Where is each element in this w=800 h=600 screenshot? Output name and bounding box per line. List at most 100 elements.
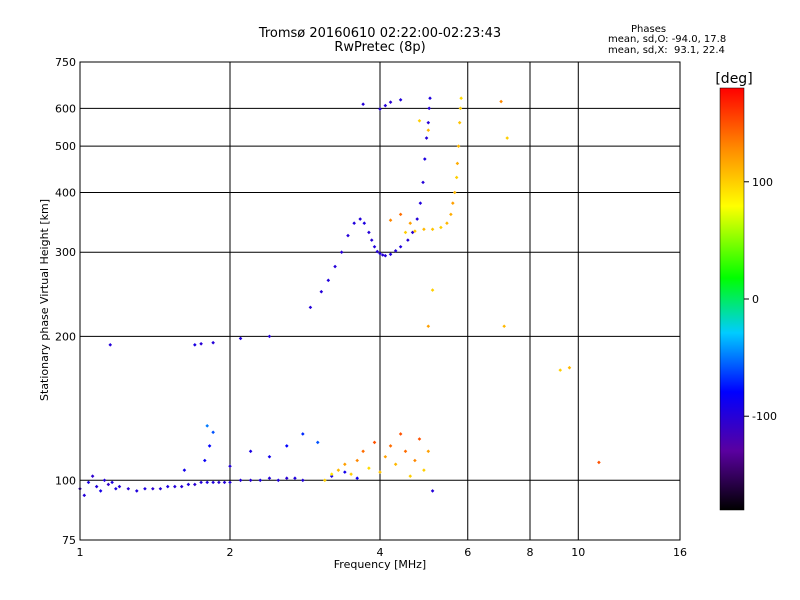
data-point-x [388, 444, 393, 448]
data-point-o [248, 478, 253, 483]
data-point-o [199, 341, 203, 346]
data-point-o [86, 480, 91, 485]
data-point-o [358, 217, 362, 221]
data-point-o [276, 478, 281, 483]
data-point-x [502, 324, 506, 329]
data-point-o [151, 486, 155, 491]
colorbar-tick-label: -100 [752, 410, 777, 423]
data-point-x [426, 128, 431, 132]
y-tick-label: 400 [55, 186, 76, 199]
data-point-x [355, 458, 359, 463]
data-point-x [336, 468, 341, 472]
colorbar-tick-label: 100 [752, 176, 773, 189]
data-point-o [228, 480, 232, 485]
chart-title: Tromsø 20160610 02:22:00-02:23:43 [258, 26, 502, 41]
y-tick-label: 300 [55, 246, 76, 259]
data-point-o [415, 217, 419, 221]
data-point-o [114, 486, 118, 491]
data-point-o [398, 98, 403, 102]
data-point-x [329, 472, 334, 476]
data-point-x [361, 449, 365, 454]
data-point-o [94, 484, 99, 489]
x-tick-label: 2 [227, 546, 234, 559]
data-point-o [82, 493, 87, 498]
data-point-o [406, 238, 410, 242]
data-point-o [393, 249, 398, 253]
data-point-o [193, 343, 197, 347]
data-point-o [134, 489, 139, 493]
data-point-o [352, 221, 356, 226]
data-point-o [205, 480, 209, 485]
data-point-o [228, 464, 232, 469]
data-point-o [398, 244, 403, 249]
data-point-x [367, 466, 371, 470]
data-point-x [403, 449, 408, 454]
data-point-o [211, 340, 215, 345]
data-point-o [428, 96, 432, 100]
data-point-o [383, 253, 388, 258]
data-point-o [326, 278, 331, 283]
data-point-o [388, 252, 393, 257]
x-tick-label: 10 [571, 546, 585, 559]
phases-o-stats: mean, sd,O: -94.0, 17.8 [608, 34, 727, 45]
data-point-x [393, 462, 398, 467]
data-point-o [333, 264, 337, 269]
colorbar-ticks: 100 0 -100 [744, 176, 777, 423]
data-point-o [380, 253, 385, 257]
data-point-x [439, 225, 443, 230]
data-point-o [238, 478, 243, 483]
data-point-x [505, 136, 509, 140]
data-point-o [346, 233, 350, 238]
data-point-x [499, 99, 503, 104]
data-point-x [449, 212, 453, 217]
data-point-o [430, 489, 435, 493]
x-tick-label: 1 [77, 546, 84, 559]
data-point-o [165, 484, 170, 489]
data-point-o [372, 244, 377, 249]
data-point-o [110, 480, 114, 485]
phases-x-stats: mean, sd,X: 93.1, 22.4 [608, 45, 725, 56]
plot-frame [79, 61, 681, 541]
data-point-x [403, 230, 408, 235]
data-point-x [558, 368, 563, 372]
data-point-o [117, 484, 122, 489]
data-point-o [301, 432, 305, 436]
data-point-o [211, 480, 215, 485]
data-point-o [173, 484, 177, 489]
data-point-o [301, 478, 305, 483]
data-point-x [452, 190, 457, 195]
data-point-o [222, 480, 227, 485]
data-point-x [417, 119, 422, 123]
data-point-o [361, 102, 365, 107]
data-point-o [205, 424, 209, 428]
data-point-o [158, 486, 163, 491]
x-axis-label: Frequency [MHz] [334, 558, 426, 571]
data-point-x [349, 472, 353, 476]
data-point-o [126, 486, 131, 491]
data-point-o [106, 482, 111, 487]
data-point-o [267, 476, 272, 481]
data-point-o [98, 489, 103, 493]
data-point-x [458, 106, 463, 111]
data-point-x [445, 221, 449, 226]
data-point-o [102, 478, 107, 483]
data-point-o [258, 478, 263, 483]
chart-subtitle: RwPretec (8p) [334, 40, 426, 55]
data-point-x [422, 468, 426, 472]
data-point-o [339, 250, 344, 255]
data-point-x [567, 365, 572, 370]
data-point-o [284, 444, 289, 448]
data-point-o [375, 249, 380, 254]
data-point-o [319, 289, 324, 294]
data-point-o [343, 470, 347, 474]
data-point-x [454, 175, 459, 180]
data-point-o [329, 474, 334, 478]
tick-labels: 1 2 4 6 8 10 16 75 100 200 300 400 500 600 750 [55, 56, 687, 559]
x-tick-label: 4 [377, 546, 384, 559]
data-point-o [355, 476, 359, 481]
data-point-x [343, 462, 347, 467]
y-axis-label: Stationary phase Virtual Height [km] [38, 199, 51, 401]
data-point-x [459, 96, 463, 100]
data-point-o [267, 454, 272, 459]
